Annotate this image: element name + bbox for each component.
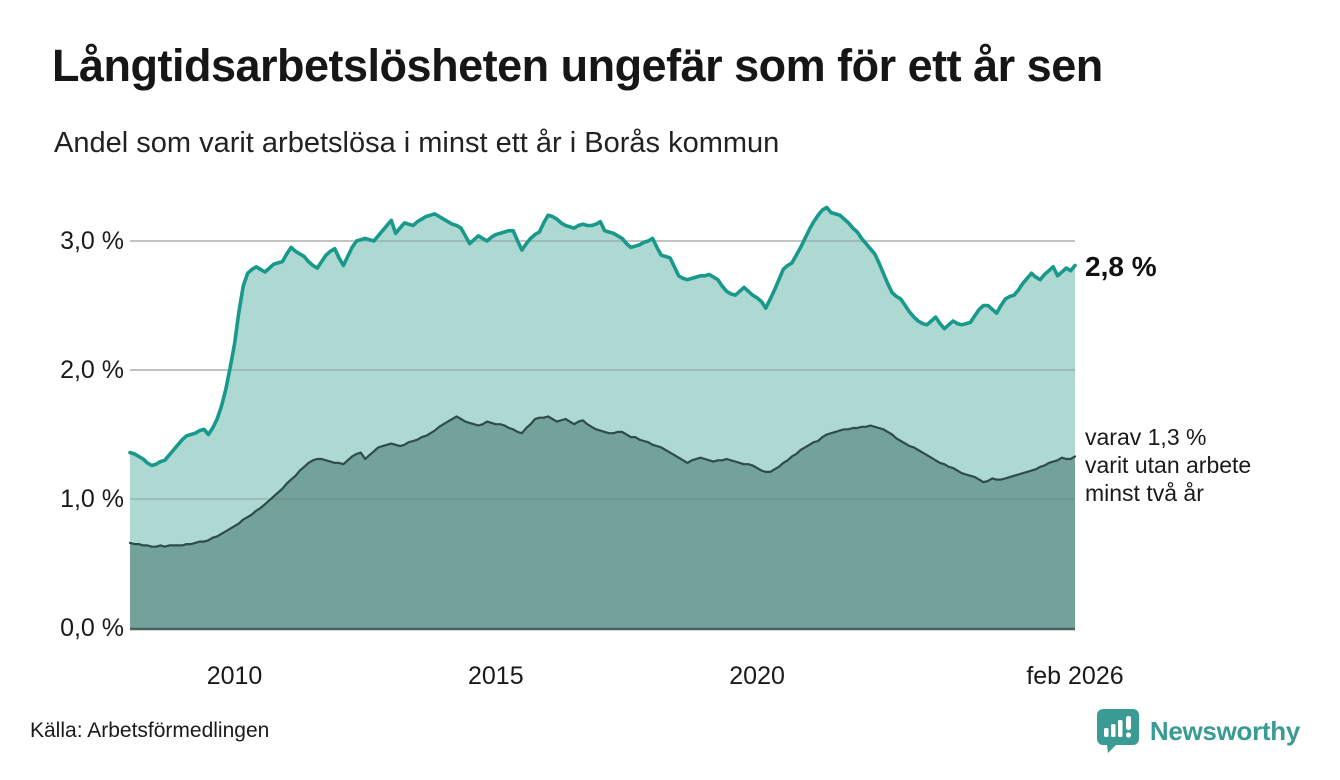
y-tick-label: 3,0 % bbox=[60, 227, 124, 255]
chart-subtitle: Andel som varit arbetslösa i minst ett å… bbox=[54, 127, 780, 159]
source-attribution: Källa: Arbetsförmedlingen bbox=[30, 719, 270, 742]
secondary-series-label-line2: varit utan arbete bbox=[1085, 452, 1252, 478]
newsworthy-logo: Newsworthy bbox=[1096, 706, 1300, 756]
x-tick-label: 2015 bbox=[467, 662, 524, 690]
x-tick-label: 2010 bbox=[206, 662, 263, 690]
x-tick-label: feb 2026 bbox=[1026, 662, 1124, 690]
y-tick-label: 1,0 % bbox=[60, 485, 124, 513]
line-unemployed-2yr bbox=[128, 415, 1077, 548]
latest-value-label: 2,8 % bbox=[1085, 251, 1157, 282]
y-tick-label: 2,0 % bbox=[60, 356, 124, 384]
secondary-series-label-line1: varav 1,3 % bbox=[1085, 424, 1207, 450]
area-unemployed-2yr bbox=[130, 416, 1075, 628]
y-tick-label: 0,0 % bbox=[60, 614, 124, 642]
secondary-series-label-line3: minst två år bbox=[1085, 480, 1204, 506]
page-title: Långtidsarbetslösheten ungefär som för e… bbox=[52, 40, 1103, 91]
line-unemployed-1yr bbox=[128, 205, 1077, 468]
newsworthy-wordmark: Newsworthy bbox=[1149, 715, 1300, 746]
secondary-series-label: varav 1,3 % varit utan arbete minst två … bbox=[1085, 423, 1251, 507]
newsworthy-speech-bubble-bar-chart-icon bbox=[1096, 709, 1139, 753]
x-tick-label: 2020 bbox=[729, 662, 785, 690]
